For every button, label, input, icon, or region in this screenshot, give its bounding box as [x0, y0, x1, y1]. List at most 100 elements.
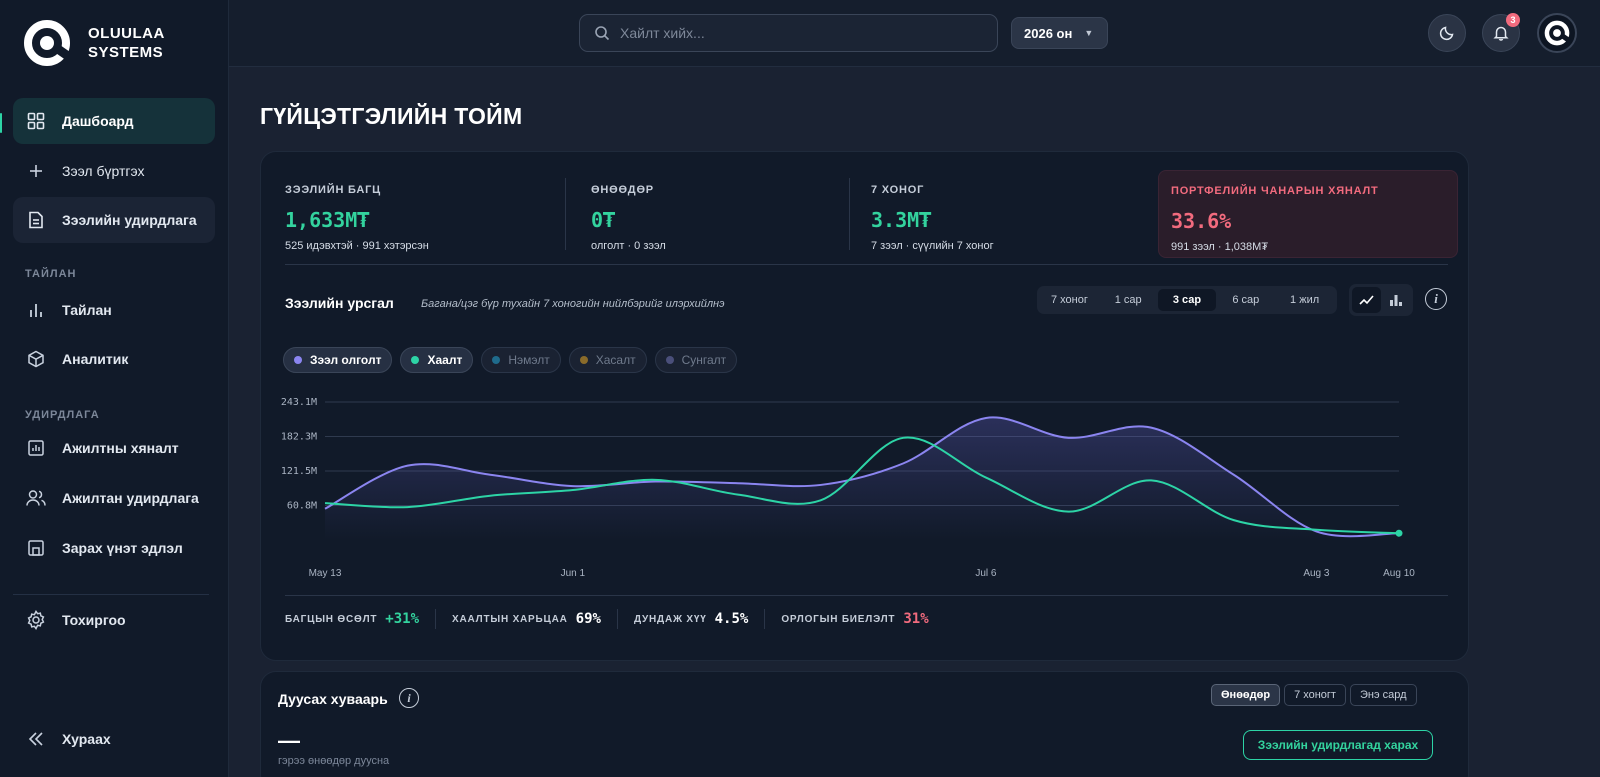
- period-7-days[interactable]: 7 хоног: [1050, 294, 1088, 306]
- divider: [285, 264, 1448, 265]
- kpi-value: 33.6%: [1171, 209, 1232, 233]
- legend-dot: [411, 356, 420, 364]
- schedule-subtitle: гэрээ өнөөдөр дуусна: [278, 755, 390, 767]
- sidebar-item-loan-management[interactable]: Зээлийн удирдлага: [13, 197, 215, 243]
- search-box[interactable]: [579, 14, 998, 52]
- stat-revenue-fulfillment: ОРЛОГЫН БИЕЛЭЛТ 31%: [781, 609, 944, 629]
- search-icon: [595, 26, 610, 41]
- stat-label: ОРЛОГЫН БИЕЛЭЛТ: [781, 613, 896, 625]
- year-select-value: 2026 он: [1024, 25, 1073, 41]
- sidebar: OLUULAA SYSTEMS Дашбоард Зээл бүртгэх Зэ…: [0, 0, 229, 777]
- stats-row: БАГЦЫН ӨСӨЛТ +31% ХААЛТЫН ХАРЬЦАА 69% ДУ…: [285, 609, 961, 629]
- stat-portfolio-growth: БАГЦЫН ӨСӨЛТ +31%: [285, 609, 437, 629]
- kpi-sub: 525 идэвхтэй · 991 хэтэрсэн: [285, 240, 429, 252]
- kpi-label: ПОРТФЕЛИЙН ЧАНАРЫН ХЯНАЛТ: [1171, 185, 1379, 197]
- search-input[interactable]: [620, 25, 980, 41]
- bar-chart-icon: [26, 300, 46, 320]
- sidebar-item-label: Ажилтны хяналт: [62, 440, 179, 456]
- moon-icon: [1439, 26, 1454, 41]
- sidebar-item-settings[interactable]: Тохиргоо: [13, 597, 215, 643]
- kpi-value: 3.3М₮: [871, 208, 932, 232]
- sidebar-item-label: Зарах үнэт эдлэл: [62, 540, 183, 556]
- chart-legend: Зээл олголт Хаалт Нэмэлт Хасалт Сунгалт: [283, 347, 745, 373]
- sidebar-item-register-loan[interactable]: Зээл бүртгэх: [13, 148, 215, 194]
- year-select[interactable]: 2026 он ▼: [1011, 17, 1108, 49]
- legend-dot: [294, 356, 302, 364]
- legend-chip-addition[interactable]: Нэмэлт: [481, 347, 561, 373]
- brand[interactable]: OLUULAA SYSTEMS: [22, 18, 165, 68]
- stat-label: ДУНДАЖ ХҮҮ: [633, 613, 707, 625]
- theme-toggle-button[interactable]: [1428, 14, 1466, 52]
- legend-dot: [579, 356, 588, 364]
- y-tick-label: 182.3M: [281, 432, 317, 443]
- kpi-portfolio-quality[interactable]: ПОРТФЕЛИЙН ЧАНАРЫН ХЯНАЛТ 33.6% 991 зээл…: [1158, 170, 1458, 258]
- kpi-today: ӨНӨӨДӨР 0₮ олголт · 0 зээл: [591, 170, 841, 258]
- period-1-year[interactable]: 1 жил: [1290, 294, 1320, 306]
- period-selector: 7 хоног 1 сар 3 сар 6 сар 1 жил: [1037, 286, 1337, 314]
- expiry-schedule-card: Дуусах хуваарь i Өнөөдөр 7 хоногт Энэ са…: [260, 671, 1469, 777]
- ring-logo-icon: [1544, 20, 1571, 46]
- series-line: [324, 436, 1400, 535]
- sidebar-item-analytics[interactable]: Аналитик: [13, 336, 215, 382]
- sidebar-item-label: Дашбоард: [62, 113, 134, 129]
- filter-today[interactable]: Өнөөдөр: [1211, 684, 1281, 706]
- kpi-label: ӨНӨӨДӨР: [591, 184, 654, 196]
- schedule-value: —: [278, 728, 300, 753]
- y-tick-label: 243.1M: [281, 397, 317, 408]
- bell-icon: [1493, 26, 1509, 41]
- sidebar-item-staff-monitoring[interactable]: Ажилтны хяналт: [13, 425, 215, 471]
- line-chart-button[interactable]: [1352, 287, 1381, 313]
- sidebar-item-report[interactable]: Тайлан: [13, 287, 215, 333]
- legend-chip-disbursement[interactable]: Зээл олголт: [283, 347, 393, 373]
- sidebar-collapse-button[interactable]: Хураах: [13, 716, 215, 762]
- view-loan-management-button[interactable]: Зээлийн удирдлагад харах: [1243, 730, 1433, 760]
- kpi-week: 7 ХОНОГ 3.3М₮ 7 зээл · сүүлийн 7 хоног: [871, 170, 1141, 258]
- legend-label: Сунгалт: [681, 353, 727, 367]
- chart-title: Зээлийн урсгал: [285, 295, 394, 311]
- stat-value: 69%: [575, 611, 601, 627]
- kpi-sub: 7 зээл · сүүлийн 7 хоног: [871, 240, 994, 252]
- kpi-sub: 991 зээл · 1,038М₮: [1171, 241, 1269, 253]
- legend-dot: [492, 356, 501, 364]
- performance-card: ЗЭЭЛИЙН БАГЦ 1,633М₮ 525 идэвхтэй · 991 …: [260, 151, 1469, 661]
- period-3-months[interactable]: 3 сар: [1157, 289, 1217, 311]
- sidebar-item-label: Зээл бүртгэх: [62, 163, 145, 179]
- y-tick-label: 60.8M: [287, 501, 317, 512]
- sidebar-item-dashboard[interactable]: Дашбоард: [13, 98, 215, 144]
- x-tick-label: Jun 1: [561, 568, 586, 579]
- period-1-month[interactable]: 1 сар: [1114, 294, 1142, 306]
- ring-logo-icon: [24, 20, 72, 66]
- page-title: ГҮЙЦЭТГЭЛИЙН ТОЙМ: [260, 103, 523, 129]
- legend-chip-extension[interactable]: Сунгалт: [654, 347, 738, 373]
- topbar: 2026 он ▼ 3: [229, 0, 1600, 67]
- brand-name-line2: SYSTEMS: [88, 44, 164, 61]
- bar-chart-button[interactable]: [1381, 287, 1410, 313]
- filter-week[interactable]: 7 хоногт: [1284, 684, 1346, 706]
- chevron-down-icon: ▼: [1084, 28, 1094, 38]
- bar-chart-icon: [1389, 295, 1402, 306]
- chart-info-icon[interactable]: i: [1425, 288, 1447, 310]
- period-6-months[interactable]: 6 сар: [1232, 294, 1260, 306]
- section-label-report: ТАЙЛАН: [25, 268, 77, 280]
- chart-type-selector: [1349, 284, 1413, 316]
- kpi-loan-portfolio: ЗЭЭЛИЙН БАГЦ 1,633М₮ 525 идэвхтэй · 991 …: [285, 170, 555, 258]
- sidebar-item-jewelry-sale[interactable]: Зарах үнэт эдлэл: [13, 525, 215, 571]
- legend-label: Нэмэлт: [508, 353, 550, 367]
- legend-dot: [665, 356, 674, 364]
- schedule-filter: Өнөөдөр 7 хоногт Энэ сард: [1211, 684, 1421, 706]
- grid-icon: [26, 111, 46, 131]
- double-chevron-left-icon: [26, 729, 46, 749]
- avatar[interactable]: [1537, 13, 1577, 53]
- info-icon[interactable]: i: [399, 688, 419, 708]
- legend-label: Зээл олголт: [310, 353, 382, 367]
- notifications-button[interactable]: 3: [1482, 13, 1520, 52]
- sidebar-item-label: Тохиргоо: [62, 612, 126, 628]
- sidebar-item-staff-management[interactable]: Ажилтан удирдлага: [13, 475, 215, 521]
- legend-chip-closing[interactable]: Хаалт: [400, 347, 474, 373]
- legend-chip-deduction[interactable]: Хасалт: [568, 347, 647, 373]
- sidebar-item-label: Аналитик: [62, 351, 129, 367]
- document-icon: [26, 210, 46, 230]
- stat-average-interest: ДУНДАЖ ХҮҮ 4.5%: [633, 609, 766, 629]
- gear-icon: [26, 610, 46, 630]
- filter-month[interactable]: Энэ сард: [1349, 684, 1417, 706]
